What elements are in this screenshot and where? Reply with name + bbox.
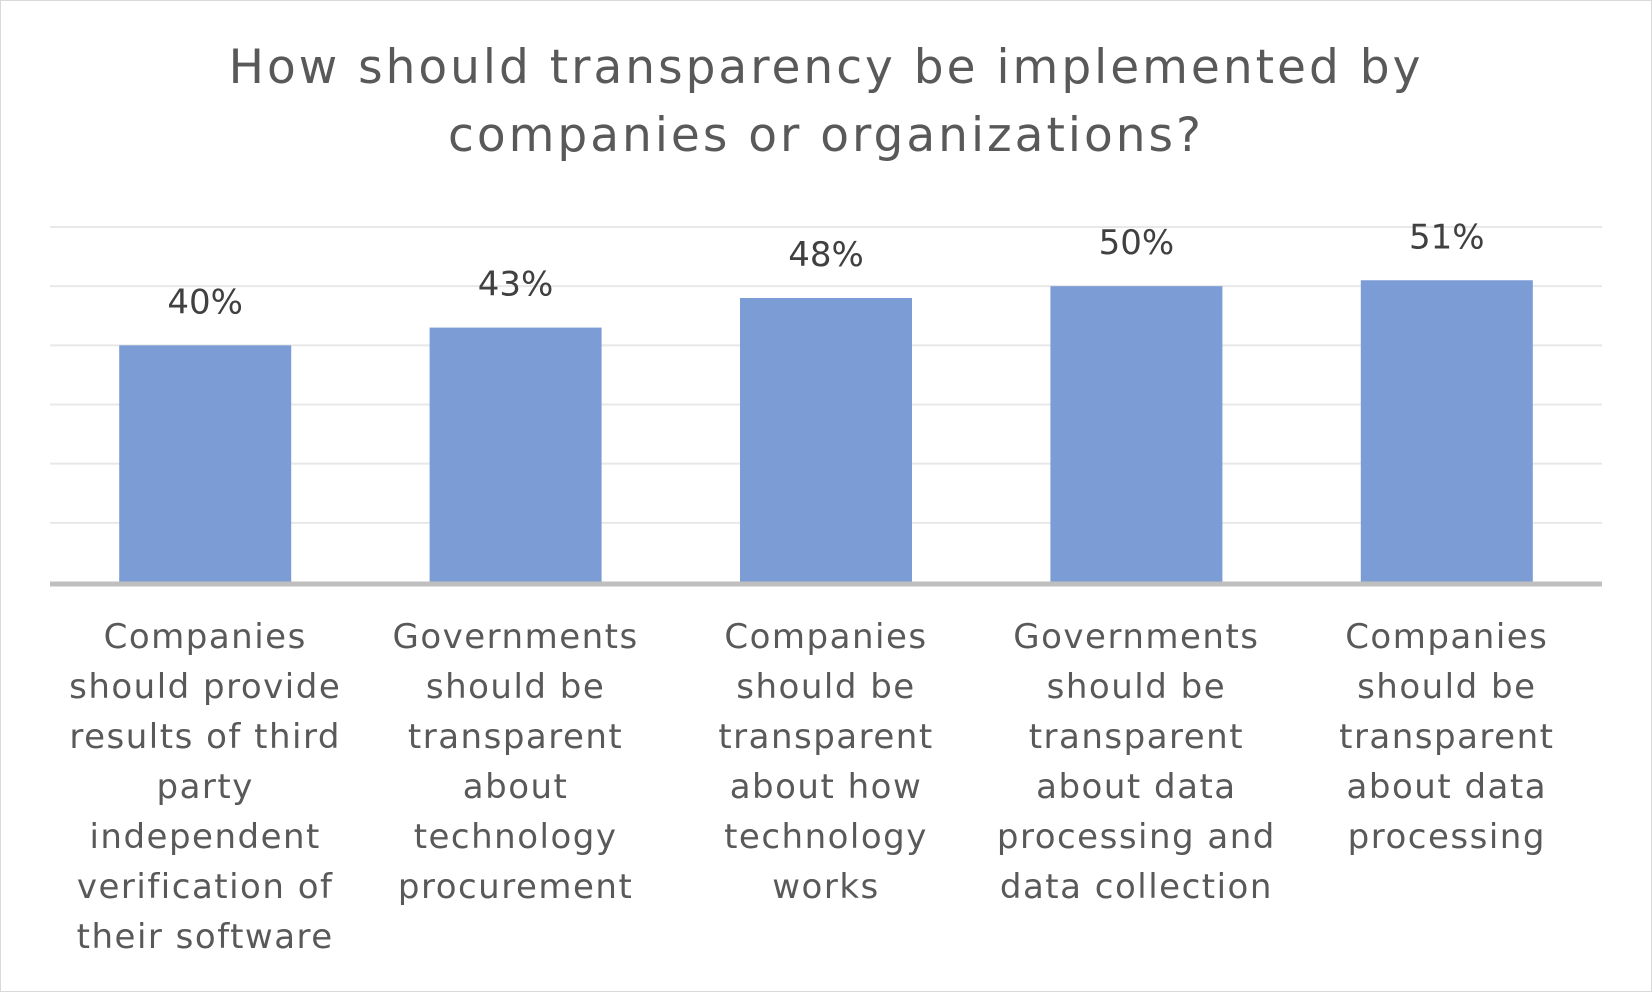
category-label-line: their software bbox=[76, 917, 334, 957]
category-label-line: should be bbox=[425, 667, 606, 707]
category-label-line: works bbox=[772, 867, 880, 907]
category-label-line: should be bbox=[1046, 667, 1227, 707]
category-label-line: data collection bbox=[999, 867, 1273, 907]
bar-4 bbox=[1050, 286, 1223, 582]
category-label-line: transparent bbox=[407, 717, 624, 757]
category-label-line: about data bbox=[1346, 767, 1548, 807]
chart-title-line-1: How should transparency be implemented b… bbox=[228, 40, 1424, 95]
category-label-3: Companies should be transparent about how te… bbox=[686, 612, 966, 912]
category-label-line: Companies bbox=[1345, 617, 1549, 657]
bar-5 bbox=[1360, 280, 1533, 582]
category-label-line: results of third bbox=[69, 717, 341, 757]
category-label-2: Governments should be transparent about tec… bbox=[376, 612, 656, 912]
category-label-line: processing and bbox=[996, 817, 1276, 857]
category-label-line: transparent bbox=[718, 717, 934, 757]
bar-2 bbox=[429, 327, 602, 582]
data-label-4: 50% bbox=[1099, 223, 1175, 263]
data-label-3: 48% bbox=[788, 235, 864, 275]
data-label-2: 43% bbox=[478, 265, 554, 305]
category-label-line: should be bbox=[736, 667, 916, 707]
category-label-line: about technology bbox=[413, 767, 618, 857]
chart-title: How should transparency be implemented b… bbox=[0, 34, 1652, 170]
category-label-line: transparent bbox=[1028, 717, 1245, 757]
bar-3 bbox=[740, 298, 912, 582]
chart-title-line-2: companies or organizations? bbox=[448, 108, 1204, 163]
bar-1 bbox=[119, 345, 292, 582]
data-label-5: 51% bbox=[1409, 217, 1485, 257]
category-label-line: procurement bbox=[397, 867, 634, 907]
category-label-line: about data bbox=[1036, 767, 1237, 807]
category-label-5: Companies should be transparent about data p… bbox=[1307, 612, 1587, 862]
category-label-line: Companies bbox=[103, 617, 307, 657]
category-label-line: Companies bbox=[724, 617, 928, 657]
category-label-line: about how bbox=[729, 767, 923, 807]
category-label-line: transparent bbox=[1339, 717, 1555, 757]
category-label-4: Governments should be transparent about dat… bbox=[996, 612, 1276, 912]
category-label-line: party bbox=[156, 767, 254, 807]
category-label-line: verification of bbox=[76, 867, 334, 907]
category-label-1: Companies should provide results of third p… bbox=[65, 612, 345, 962]
category-label-line: Governments bbox=[392, 617, 639, 657]
category-label-line: should be bbox=[1357, 667, 1537, 707]
data-label-1: 40% bbox=[167, 282, 243, 322]
category-label-line: should provide bbox=[69, 667, 342, 707]
category-label-line: technology bbox=[724, 817, 928, 857]
category-label-line: Governments bbox=[1013, 617, 1260, 657]
category-label-line: processing bbox=[1347, 817, 1546, 857]
category-label-line: independent bbox=[89, 817, 321, 857]
